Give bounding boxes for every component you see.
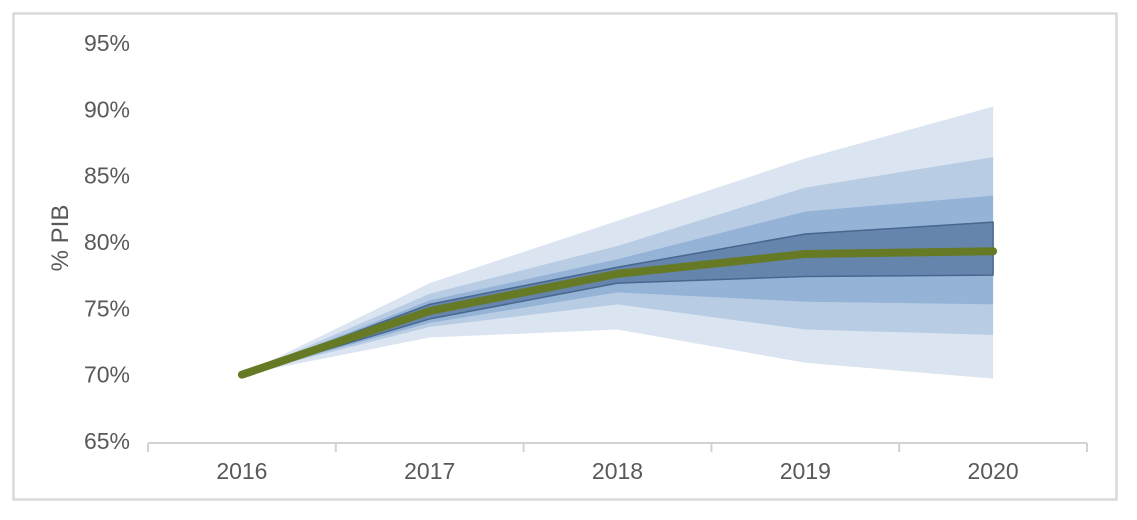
central-projection-line: [237, 247, 998, 379]
x-tick-label-2020: 2020: [968, 458, 1019, 484]
y-axis-title: % PIB: [47, 204, 74, 272]
y-tick-label-65: 65%: [84, 428, 130, 454]
y-tick-label-95: 95%: [84, 30, 130, 56]
x-tick-label-2019: 2019: [780, 458, 831, 484]
x-tick-label-2016: 2016: [216, 458, 267, 484]
y-tick-label-80: 80%: [84, 229, 130, 255]
y-tick-label-70: 70%: [84, 362, 130, 388]
y-tick-label-75: 75%: [84, 295, 130, 321]
x-tick-label-2018: 2018: [592, 458, 643, 484]
x-tick-label-2017: 2017: [404, 458, 455, 484]
chart-frame: [12, 12, 1118, 501]
y-tick-label-90: 90%: [84, 96, 130, 122]
y-tick-label-85: 85%: [84, 163, 130, 189]
